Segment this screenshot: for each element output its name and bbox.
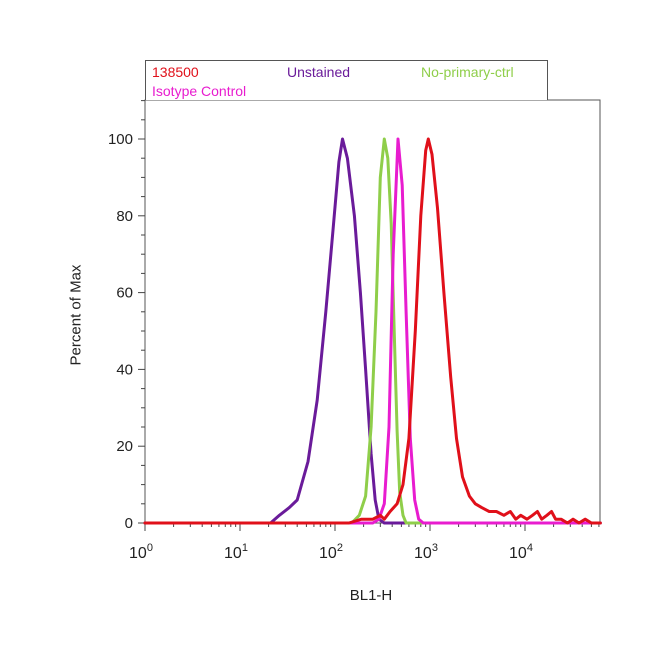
legend-entry-138500: 138500	[152, 64, 199, 80]
series-line-unstained	[143, 137, 602, 525]
x-tick-label: 103	[414, 542, 438, 562]
series-line-138500	[143, 137, 602, 525]
y-tick-label: 100	[108, 131, 133, 148]
y-tick-label: 20	[116, 438, 133, 455]
tick-labels: 0 20 40 60 80 100 100 101 102 103 104	[108, 131, 533, 562]
legend-entry-no-primary-ctrl: No-primary-ctrl	[421, 64, 514, 80]
series-layer	[143, 137, 602, 525]
legend-entry-unstained: Unstained	[287, 64, 351, 80]
y-tick-label: 0	[125, 515, 133, 532]
y-tick-label: 60	[116, 285, 133, 302]
x-tick-label: 100	[129, 542, 153, 562]
y-tick-label: 40	[116, 361, 133, 378]
x-tick-label: 102	[319, 542, 343, 562]
x-tick-label: 101	[224, 542, 248, 562]
legend: 138500 Unstained No-primary-ctrl Isotype…	[145, 60, 548, 100]
x-tick-label: 104	[509, 542, 533, 562]
series-line-no-primary-ctrl	[143, 137, 602, 525]
legend-entry-isotype-control: Isotype Control	[152, 83, 247, 99]
y-tick-label: 80	[116, 208, 133, 225]
x-axis-label: BL1-H	[349, 587, 393, 604]
y-axis-label: Percent of Max	[67, 264, 85, 366]
